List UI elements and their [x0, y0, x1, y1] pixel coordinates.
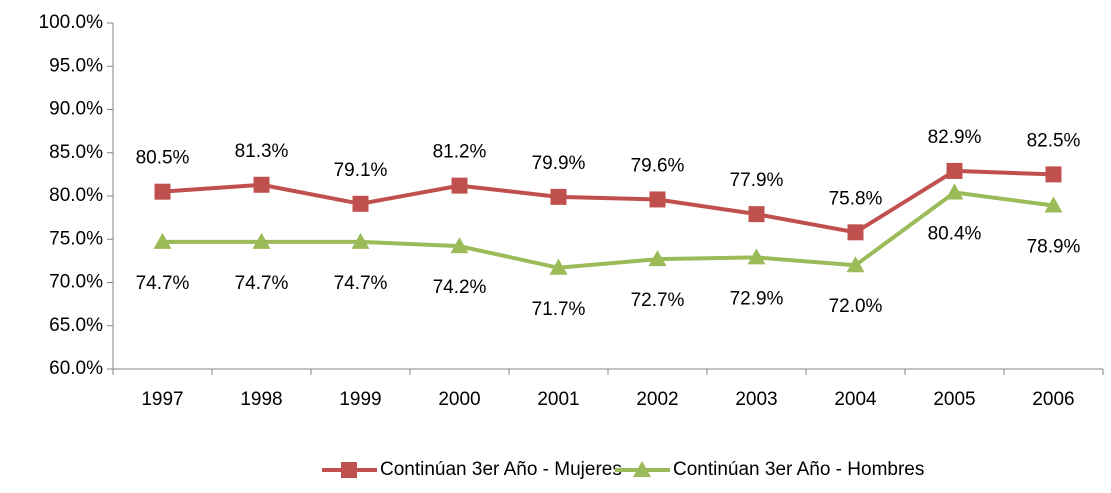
y-tick-label: 95.0% [49, 55, 103, 76]
legend-label: Continúan 3er Año - Mujeres [380, 459, 622, 480]
data-label: 72.7% [631, 290, 685, 311]
x-tick-label: 2002 [636, 389, 678, 410]
x-tick-label: 2003 [735, 389, 777, 410]
marker [252, 232, 271, 249]
data-label: 71.7% [532, 299, 586, 320]
marker [748, 206, 765, 223]
series-line [162, 190, 1054, 270]
marker [846, 256, 865, 273]
data-label: 72.0% [829, 296, 883, 317]
data-label: 74.7% [334, 273, 388, 294]
marker [847, 224, 864, 241]
data-label: 78.9% [1027, 237, 1081, 258]
data-label: 81.3% [235, 141, 289, 162]
marker [153, 232, 172, 249]
data-label: 74.7% [136, 273, 190, 294]
y-tick-label: 75.0% [49, 228, 103, 249]
y-tick-label: 65.0% [49, 315, 103, 336]
data-label: 82.5% [1027, 130, 1081, 151]
y-tick-label: 85.0% [49, 142, 103, 163]
marker [450, 237, 469, 254]
y-tick-label: 70.0% [49, 272, 103, 293]
data-label: 75.8% [829, 188, 883, 209]
data-label: 82.9% [928, 127, 982, 148]
marker [351, 232, 370, 249]
x-tick-label: 2001 [537, 389, 579, 410]
x-tick-label: 2006 [1032, 389, 1074, 410]
data-label: 77.9% [730, 170, 784, 191]
y-tick-label: 60.0% [49, 358, 103, 379]
marker [633, 461, 651, 477]
data-label: 74.7% [235, 273, 289, 294]
marker [352, 195, 369, 212]
marker [550, 188, 567, 205]
marker [747, 248, 766, 265]
x-tick-label: 1998 [240, 389, 282, 410]
legend-label: Continúan 3er Año - Hombres [673, 459, 924, 480]
marker [1044, 196, 1063, 213]
data-label: 79.1% [334, 160, 388, 181]
marker [945, 183, 964, 200]
marker [253, 176, 270, 193]
data-label: 74.2% [433, 277, 487, 298]
data-label: 72.9% [730, 288, 784, 309]
marker [648, 250, 667, 267]
y-tick-label: 100.0% [39, 12, 104, 33]
x-tick-label: 2004 [834, 389, 877, 410]
marker [649, 191, 666, 208]
x-tick-label: 1999 [339, 389, 381, 410]
y-tick-label: 90.0% [49, 99, 103, 120]
marker [154, 183, 171, 200]
data-label: 79.6% [631, 155, 685, 176]
x-tick-label: 1997 [141, 389, 183, 410]
series-line [162, 168, 1054, 235]
data-label: 79.9% [532, 153, 586, 174]
y-tick-label: 80.0% [49, 185, 103, 206]
x-tick-label: 2000 [438, 389, 480, 410]
marker [549, 258, 568, 275]
data-label: 80.4% [928, 224, 982, 245]
marker [1045, 166, 1062, 183]
data-label: 81.2% [433, 142, 487, 163]
data-label: 80.5% [136, 148, 190, 169]
marker [451, 177, 468, 194]
marker [946, 162, 963, 179]
x-tick-label: 2005 [933, 389, 975, 410]
marker [341, 462, 357, 478]
